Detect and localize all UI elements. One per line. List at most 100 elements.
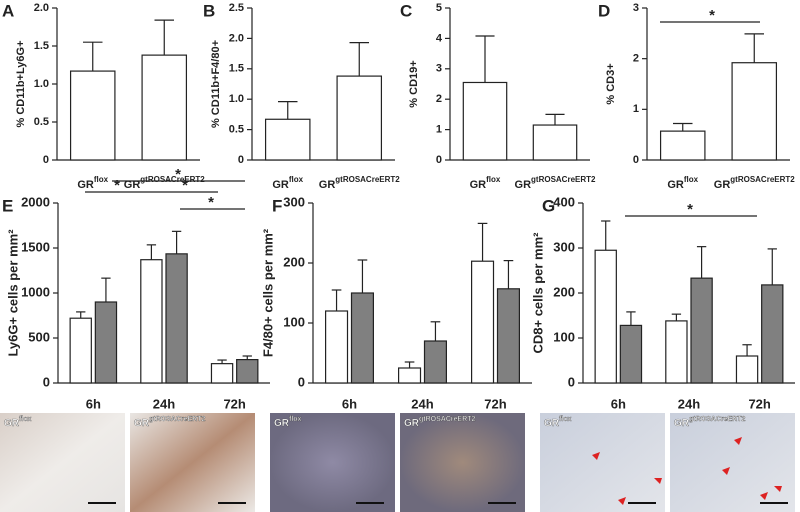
y-tick-label: 3 [633, 2, 639, 14]
bar [423, 340, 447, 384]
y-tick-label: 1000 [21, 284, 50, 299]
x-tick-label: 72h [484, 396, 506, 411]
panel-label: A [2, 1, 14, 20]
bar [761, 284, 784, 384]
significance-label: * [709, 7, 715, 24]
category-base: GR [272, 179, 289, 191]
category-base: GR [667, 179, 684, 191]
x-tick-label: GRflox [470, 175, 501, 191]
y-tick-label: 5 [436, 2, 442, 14]
panel-label: G [542, 196, 555, 215]
y-axis-label: % CD11b+F4/80+ [210, 40, 222, 128]
y-tick-label: 2.0 [34, 2, 49, 14]
micrograph [270, 413, 395, 512]
category-base: GR [124, 179, 141, 191]
bar [69, 70, 116, 161]
bar [264, 118, 311, 161]
y-tick-label: 200 [283, 254, 305, 269]
significance-label: * [175, 166, 181, 183]
category-superscript: flox [94, 175, 109, 184]
significance-label: * [114, 177, 120, 194]
y-tick-label: 1 [436, 124, 442, 136]
bar [141, 54, 188, 161]
bar [398, 367, 422, 384]
category-superscript: flox [684, 175, 699, 184]
category-superscript: gtROSACreERT2 [531, 175, 596, 184]
y-tick-label: 1.5 [229, 63, 244, 75]
category-base: GR [714, 179, 731, 191]
bar [594, 249, 617, 384]
y-tick-label: 0 [633, 154, 639, 166]
label-base: GR [4, 418, 20, 429]
y-tick-label: 300 [553, 239, 575, 254]
x-tick-label: 72h [748, 396, 770, 411]
label-base: GR [134, 418, 150, 429]
x-tick-label: GRgtROSACreERT2 [124, 175, 206, 191]
x-tick-label: GRflox [667, 175, 698, 191]
y-tick-label: 100 [283, 314, 305, 329]
bar [471, 260, 495, 384]
bar [496, 288, 520, 384]
y-tick-label: 1500 [21, 239, 50, 254]
y-axis-label: Ly6G+ cells per mm² [5, 229, 20, 357]
label-superscript: gtROSACreERT2 [149, 416, 206, 423]
bar [210, 363, 234, 384]
bar [731, 62, 778, 161]
y-tick-label: 2.5 [229, 2, 244, 14]
y-tick-label: 0 [568, 374, 575, 389]
y-axis-label: % CD19+ [408, 60, 420, 107]
bar [140, 259, 163, 384]
significance-label: * [182, 177, 188, 194]
y-tick-label: 0 [436, 154, 442, 166]
x-tick-label: 6h [342, 396, 357, 411]
category-base: GR [470, 179, 487, 191]
y-tick-label: 0.5 [34, 116, 49, 128]
y-axis-label: CD8+ cells per mm² [530, 232, 545, 354]
label-base: GR [674, 418, 690, 429]
label-superscript: flox [289, 416, 302, 423]
y-tick-label: 0 [43, 154, 49, 166]
x-tick-label: 24h [678, 396, 700, 411]
micrograph [400, 413, 525, 512]
bar [690, 277, 713, 384]
panel-label: E [2, 196, 13, 215]
y-tick-label: 3 [436, 63, 442, 75]
bar [336, 75, 383, 161]
x-tick-label: GRgtROSACreERT2 [714, 175, 796, 191]
arrowheads [592, 437, 782, 505]
category-superscript: gtROSACreERT2 [730, 175, 795, 184]
label-superscript: flox [19, 416, 32, 423]
micrograph-label: GRgtROSACreERT2 [404, 416, 476, 429]
category-superscript: flox [289, 175, 304, 184]
y-tick-label: 0 [298, 374, 305, 389]
x-tick-label: 24h [153, 396, 175, 411]
y-tick-label: 2 [633, 53, 639, 65]
label-base: GR [404, 418, 420, 429]
y-tick-label: 400 [553, 194, 575, 209]
y-tick-label: 1.0 [34, 78, 49, 90]
category-superscript: gtROSACreERT2 [140, 175, 205, 184]
y-tick-label: 0 [238, 154, 244, 166]
micrograph [670, 413, 795, 512]
y-tick-label: 2000 [21, 194, 50, 209]
y-tick-label: 200 [553, 284, 575, 299]
significance-label: * [208, 194, 214, 211]
bar [236, 359, 259, 384]
panel-label: C [400, 1, 412, 20]
y-tick-label: 1.5 [34, 40, 49, 52]
x-tick-label: GRflox [77, 175, 108, 191]
micrograph-label: GRflox [544, 416, 572, 429]
label-superscript: flox [559, 416, 572, 423]
micrographs [0, 413, 795, 512]
bar [325, 310, 349, 384]
x-tick-label: 6h [86, 396, 101, 411]
label-superscript: gtROSACreERT2 [689, 416, 746, 423]
y-tick-label: 300 [283, 194, 305, 209]
x-tick-label: 6h [611, 396, 626, 411]
x-tick-label: 72h [223, 396, 245, 411]
bar [735, 355, 759, 384]
bar [619, 324, 643, 384]
bar [462, 81, 508, 161]
panel-label: F [272, 196, 282, 215]
